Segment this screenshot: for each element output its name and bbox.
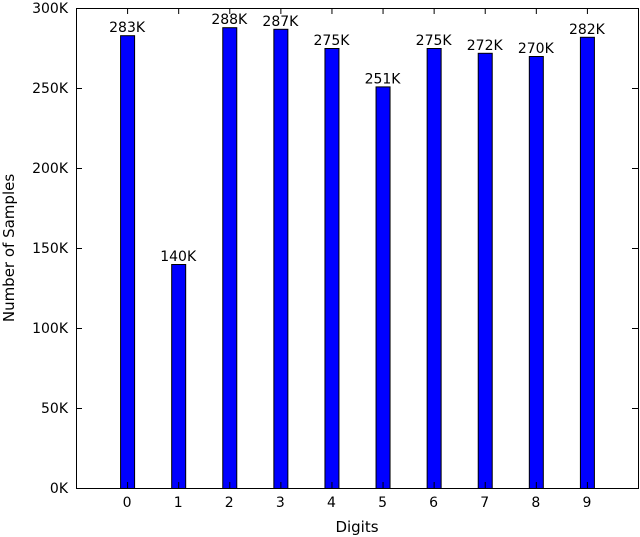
x-tick-label-5: 5 — [378, 495, 387, 511]
x-tick-label-7: 7 — [480, 495, 489, 511]
y-tick-label-5: 250K — [32, 81, 69, 97]
bars-layer — [120, 27, 595, 490]
bar-value-label-0: 283K — [109, 20, 146, 36]
bar-0 — [120, 35, 136, 489]
x-tick-label-0: 0 — [123, 495, 132, 511]
x-tick-label-4: 4 — [327, 495, 336, 511]
x-tick-label-1: 1 — [174, 495, 183, 511]
bar-9 — [579, 36, 595, 490]
y-tick-label-1: 50K — [41, 401, 69, 417]
x-tick-label-6: 6 — [429, 495, 438, 511]
bar-7 — [477, 52, 493, 490]
x-tick-label-3: 3 — [276, 495, 285, 511]
plot-frame — [76, 8, 639, 489]
y-tick-label-3: 150K — [32, 241, 69, 257]
bar-8 — [528, 56, 544, 489]
bar-1 — [171, 264, 187, 489]
x-axis-title: Digits — [335, 518, 378, 536]
y-tick-label-0: 0K — [50, 481, 69, 497]
bar-value-label-5: 251K — [365, 71, 402, 87]
bar-value-label-2: 288K — [211, 12, 248, 28]
bar-value-label-3: 287K — [262, 14, 299, 30]
y-tick-label-2: 100K — [32, 321, 69, 337]
bar-value-label-6: 275K — [416, 33, 453, 49]
x-tick-label-9: 9 — [582, 495, 591, 511]
y-tick-label-4: 200K — [32, 161, 69, 177]
y-axis-title: Number of Samples — [0, 174, 18, 322]
bar-value-label-1: 140K — [160, 249, 197, 265]
data-labels-layer: 283K 140K 288K 287K 275K 251K 275K 272K 270K 282K — [109, 12, 606, 265]
y-tick-label-6: 300K — [32, 1, 69, 17]
bar-3 — [273, 28, 289, 490]
bar-value-label-7: 272K — [467, 38, 504, 54]
bar-value-label-8: 270K — [518, 41, 555, 57]
bar-value-label-4: 275K — [314, 33, 351, 49]
bar-4 — [324, 48, 340, 489]
bar-5 — [375, 86, 391, 490]
x-tick-label-2: 2 — [225, 495, 234, 511]
bar-6 — [426, 48, 442, 489]
bar-value-label-9: 282K — [569, 22, 606, 38]
x-tick-label-8: 8 — [531, 495, 540, 511]
ticks-layer: 0 1 2 3 4 5 6 7 8 9 0K 50K 100K 150K 200K 250K 300K — [32, 1, 638, 511]
bar-2 — [222, 27, 238, 489]
